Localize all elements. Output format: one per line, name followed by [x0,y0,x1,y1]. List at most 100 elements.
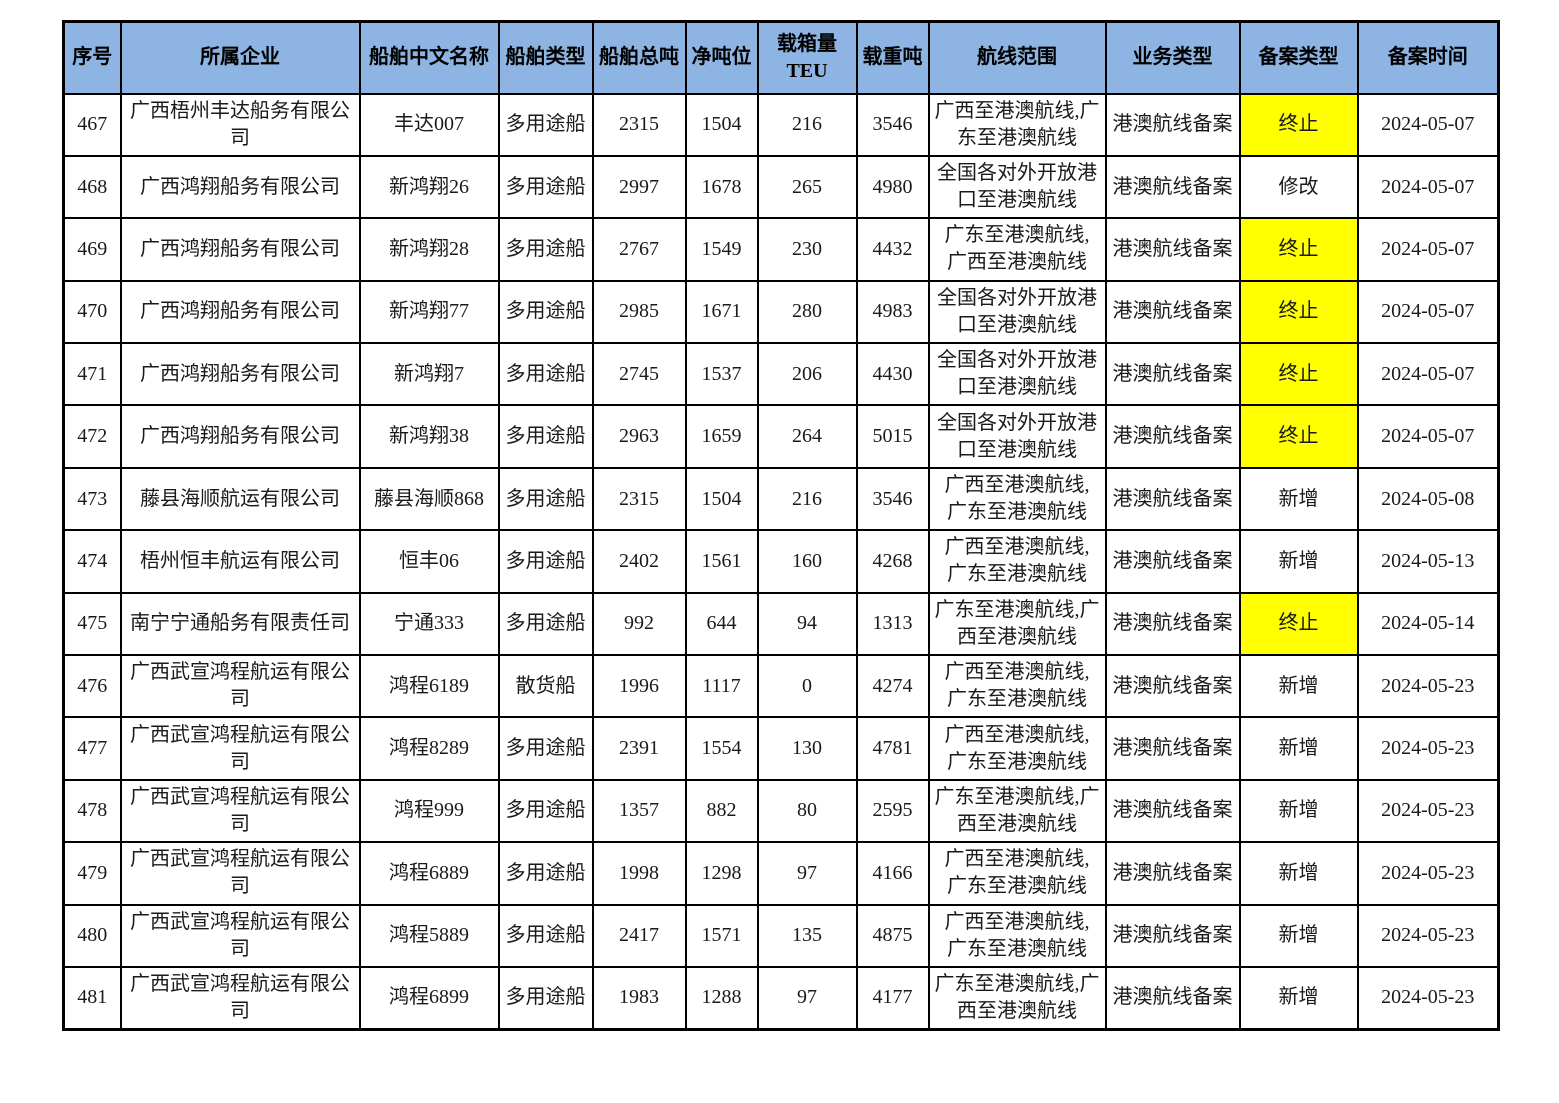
cell-route[interactable]: 广东至港澳航线,广西至港澳航线 [927,778,1107,844]
cell-route[interactable]: 广西至港澳航线, 广东至港澳航线 [927,466,1107,532]
cell-seq[interactable]: 467 [62,92,122,157]
cell-ship-type[interactable]: 多用途船 [497,591,594,657]
cell-company[interactable]: 广西武宣鸿程航运有限公司 [119,841,361,906]
cell-ship-type[interactable]: 散货船 [497,654,594,719]
cell-gross-tonnage[interactable]: 1357 [591,778,687,844]
cell-ship-name[interactable]: 新鸿翔26 [358,154,500,220]
cell-deadweight[interactable]: 4432 [855,217,930,282]
cell-gross-tonnage[interactable]: 2402 [591,529,687,594]
cell-route[interactable]: 广东至港澳航线, 广西至港澳航线 [927,217,1107,282]
column-header-teu[interactable]: 载箱量TEU [756,20,858,95]
column-header-filing-date[interactable]: 备案时间 [1356,20,1500,95]
cell-net-tonnage[interactable]: 644 [684,591,759,657]
cell-teu[interactable]: 97 [756,965,858,1031]
cell-net-tonnage[interactable]: 1504 [684,466,759,532]
cell-business-type[interactable]: 港澳航线备案 [1104,529,1241,594]
cell-filing-type[interactable]: 终止 [1238,404,1359,469]
cell-company[interactable]: 广西武宣鸿程航运有限公司 [119,965,361,1031]
cell-filing-type[interactable]: 新增 [1238,965,1359,1031]
cell-route[interactable]: 广西至港澳航线, 广东至港澳航线 [927,654,1107,719]
cell-seq[interactable]: 477 [62,716,122,781]
cell-ship-name[interactable]: 宁通333 [358,591,500,657]
cell-ship-name[interactable]: 鸿程6889 [358,841,500,906]
cell-filing-date[interactable]: 2024-05-07 [1356,217,1500,282]
cell-route[interactable]: 全国各对外开放港口至港澳航线 [927,279,1107,345]
cell-teu[interactable]: 264 [756,404,858,469]
cell-business-type[interactable]: 港澳航线备案 [1104,279,1241,345]
cell-gross-tonnage[interactable]: 2315 [591,92,687,157]
cell-deadweight[interactable]: 2595 [855,778,930,844]
cell-business-type[interactable]: 港澳航线备案 [1104,591,1241,657]
column-header-ship-name[interactable]: 船舶中文名称 [358,20,500,95]
cell-teu[interactable]: 216 [756,92,858,157]
cell-company[interactable]: 广西武宣鸿程航运有限公司 [119,903,361,968]
cell-seq[interactable]: 474 [62,529,122,594]
cell-business-type[interactable]: 港澳航线备案 [1104,716,1241,781]
cell-net-tonnage[interactable]: 1537 [684,342,759,407]
cell-filing-date[interactable]: 2024-05-07 [1356,342,1500,407]
column-header-ship-type[interactable]: 船舶类型 [497,20,594,95]
cell-business-type[interactable]: 港澳航线备案 [1104,466,1241,532]
cell-business-type[interactable]: 港澳航线备案 [1104,154,1241,220]
cell-business-type[interactable]: 港澳航线备案 [1104,92,1241,157]
column-header-company[interactable]: 所属企业 [119,20,361,95]
cell-ship-type[interactable]: 多用途船 [497,342,594,407]
cell-gross-tonnage[interactable]: 992 [591,591,687,657]
cell-ship-type[interactable]: 多用途船 [497,279,594,345]
cell-business-type[interactable]: 港澳航线备案 [1104,841,1241,906]
cell-filing-type[interactable]: 终止 [1238,591,1359,657]
cell-teu[interactable]: 135 [756,903,858,968]
cell-filing-type[interactable]: 新增 [1238,466,1359,532]
cell-business-type[interactable]: 港澳航线备案 [1104,404,1241,469]
cell-seq[interactable]: 475 [62,591,122,657]
cell-filing-date[interactable]: 2024-05-07 [1356,92,1500,157]
cell-filing-type[interactable]: 新增 [1238,716,1359,781]
column-header-seq[interactable]: 序号 [62,20,122,95]
cell-seq[interactable]: 472 [62,404,122,469]
cell-teu[interactable]: 280 [756,279,858,345]
cell-teu[interactable]: 160 [756,529,858,594]
cell-gross-tonnage[interactable]: 2963 [591,404,687,469]
cell-company[interactable]: 藤县海顺航运有限公司 [119,466,361,532]
cell-ship-type[interactable]: 多用途船 [497,466,594,532]
cell-ship-name[interactable]: 藤县海顺868 [358,466,500,532]
cell-deadweight[interactable]: 4875 [855,903,930,968]
cell-route[interactable]: 全国各对外开放港口至港澳航线 [927,154,1107,220]
cell-net-tonnage[interactable]: 1571 [684,903,759,968]
cell-teu[interactable]: 216 [756,466,858,532]
cell-company[interactable]: 梧州恒丰航运有限公司 [119,529,361,594]
cell-deadweight[interactable]: 3546 [855,466,930,532]
column-header-route[interactable]: 航线范围 [927,20,1107,95]
cell-gross-tonnage[interactable]: 2391 [591,716,687,781]
cell-gross-tonnage[interactable]: 1983 [591,965,687,1031]
cell-gross-tonnage[interactable]: 2997 [591,154,687,220]
cell-gross-tonnage[interactable]: 2745 [591,342,687,407]
cell-deadweight[interactable]: 4274 [855,654,930,719]
cell-route[interactable]: 广西至港澳航线, 广东至港澳航线 [927,841,1107,906]
cell-ship-type[interactable]: 多用途船 [497,903,594,968]
cell-business-type[interactable]: 港澳航线备案 [1104,903,1241,968]
cell-net-tonnage[interactable]: 1298 [684,841,759,906]
cell-route[interactable]: 全国各对外开放港口至港澳航线 [927,404,1107,469]
cell-net-tonnage[interactable]: 1504 [684,92,759,157]
cell-ship-name[interactable]: 鸿程5889 [358,903,500,968]
cell-route[interactable]: 广西至港澳航线, 广东至港澳航线 [927,529,1107,594]
cell-filing-date[interactable]: 2024-05-07 [1356,404,1500,469]
cell-seq[interactable]: 478 [62,778,122,844]
cell-teu[interactable]: 0 [756,654,858,719]
cell-seq[interactable]: 481 [62,965,122,1031]
cell-ship-type[interactable]: 多用途船 [497,154,594,220]
cell-deadweight[interactable]: 4781 [855,716,930,781]
cell-gross-tonnage[interactable]: 1996 [591,654,687,719]
cell-gross-tonnage[interactable]: 2985 [591,279,687,345]
column-header-filing-type[interactable]: 备案类型 [1238,20,1359,95]
cell-filing-type[interactable]: 新增 [1238,529,1359,594]
cell-ship-type[interactable]: 多用途船 [497,965,594,1031]
cell-company[interactable]: 广西鸿翔船务有限公司 [119,217,361,282]
column-header-business-type[interactable]: 业务类型 [1104,20,1241,95]
cell-filing-date[interactable]: 2024-05-14 [1356,591,1500,657]
cell-filing-date[interactable]: 2024-05-13 [1356,529,1500,594]
cell-business-type[interactable]: 港澳航线备案 [1104,217,1241,282]
cell-deadweight[interactable]: 5015 [855,404,930,469]
cell-filing-type[interactable]: 新增 [1238,654,1359,719]
